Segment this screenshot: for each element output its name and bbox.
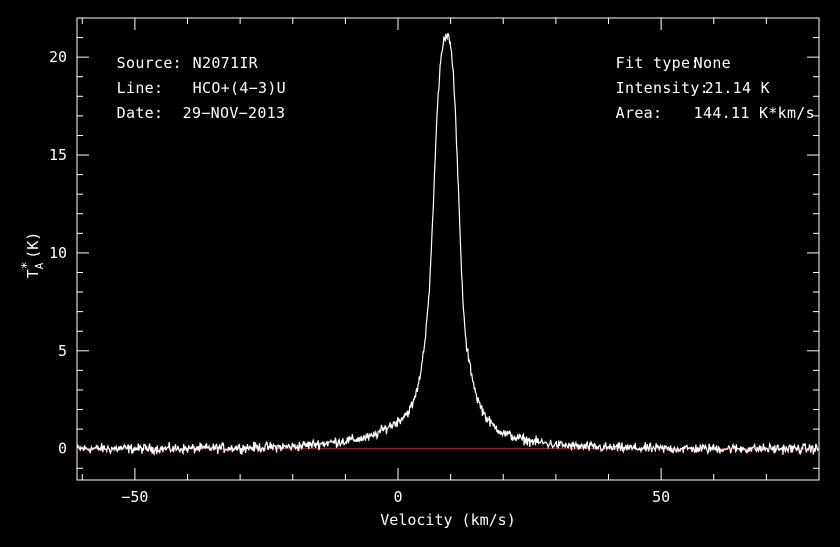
date-value: 29−NOV−2013 xyxy=(182,104,286,122)
line-label: Line: xyxy=(116,79,164,97)
fit-row: Fit type:None xyxy=(597,36,731,72)
y-tick-label: 15 xyxy=(49,146,67,164)
intensity-label: Intensity: xyxy=(615,79,709,97)
line-row: Line: HCO+(4−3)U xyxy=(98,61,286,97)
x-tick-label: −50 xyxy=(121,488,148,506)
x-tick-label: 0 xyxy=(393,488,402,506)
y-axis-label-main: T xyxy=(24,269,42,278)
area-row: Area: 144.11 K*km/s xyxy=(597,86,815,122)
date-label: Date: xyxy=(116,104,164,122)
area-label: Area: xyxy=(615,104,663,122)
y-axis-label-sub: A xyxy=(33,262,46,269)
x-tick-label: 50 xyxy=(652,488,670,506)
fit-value: None xyxy=(693,54,731,72)
date-row: Date: 29−NOV−2013 xyxy=(98,86,285,122)
y-axis-label: T*A (K) xyxy=(20,232,46,279)
line-value: HCO+(4−3)U xyxy=(192,79,286,97)
intensity-value: 21.14 K xyxy=(704,79,770,97)
area-value: 144.11 K*km/s xyxy=(693,104,815,122)
y-tick-label: 10 xyxy=(49,244,67,262)
y-axis-label-unit: (K) xyxy=(24,232,42,259)
x-axis-label: Velocity (km/s) xyxy=(380,511,515,529)
spectrum-trace xyxy=(76,33,820,457)
source-label: Source: xyxy=(116,54,182,72)
intensity-row: Intensity:21.14 K xyxy=(597,61,770,97)
source-row: Source: N2071IR xyxy=(98,36,258,72)
y-tick-label: 20 xyxy=(49,48,67,66)
y-tick-label: 0 xyxy=(58,440,67,458)
fit-label: Fit type: xyxy=(615,54,700,72)
source-value: N2071IR xyxy=(192,54,258,72)
svg-text:T*A(K): T*A (K) xyxy=(20,232,46,279)
y-axis-label-sup: * xyxy=(20,261,35,269)
plot-frame xyxy=(76,17,820,481)
y-tick-label: 5 xyxy=(58,342,67,360)
axis-ticks xyxy=(77,17,820,480)
axis-tick-labels: −50 0 50 0 5 10 15 20 xyxy=(49,48,670,506)
